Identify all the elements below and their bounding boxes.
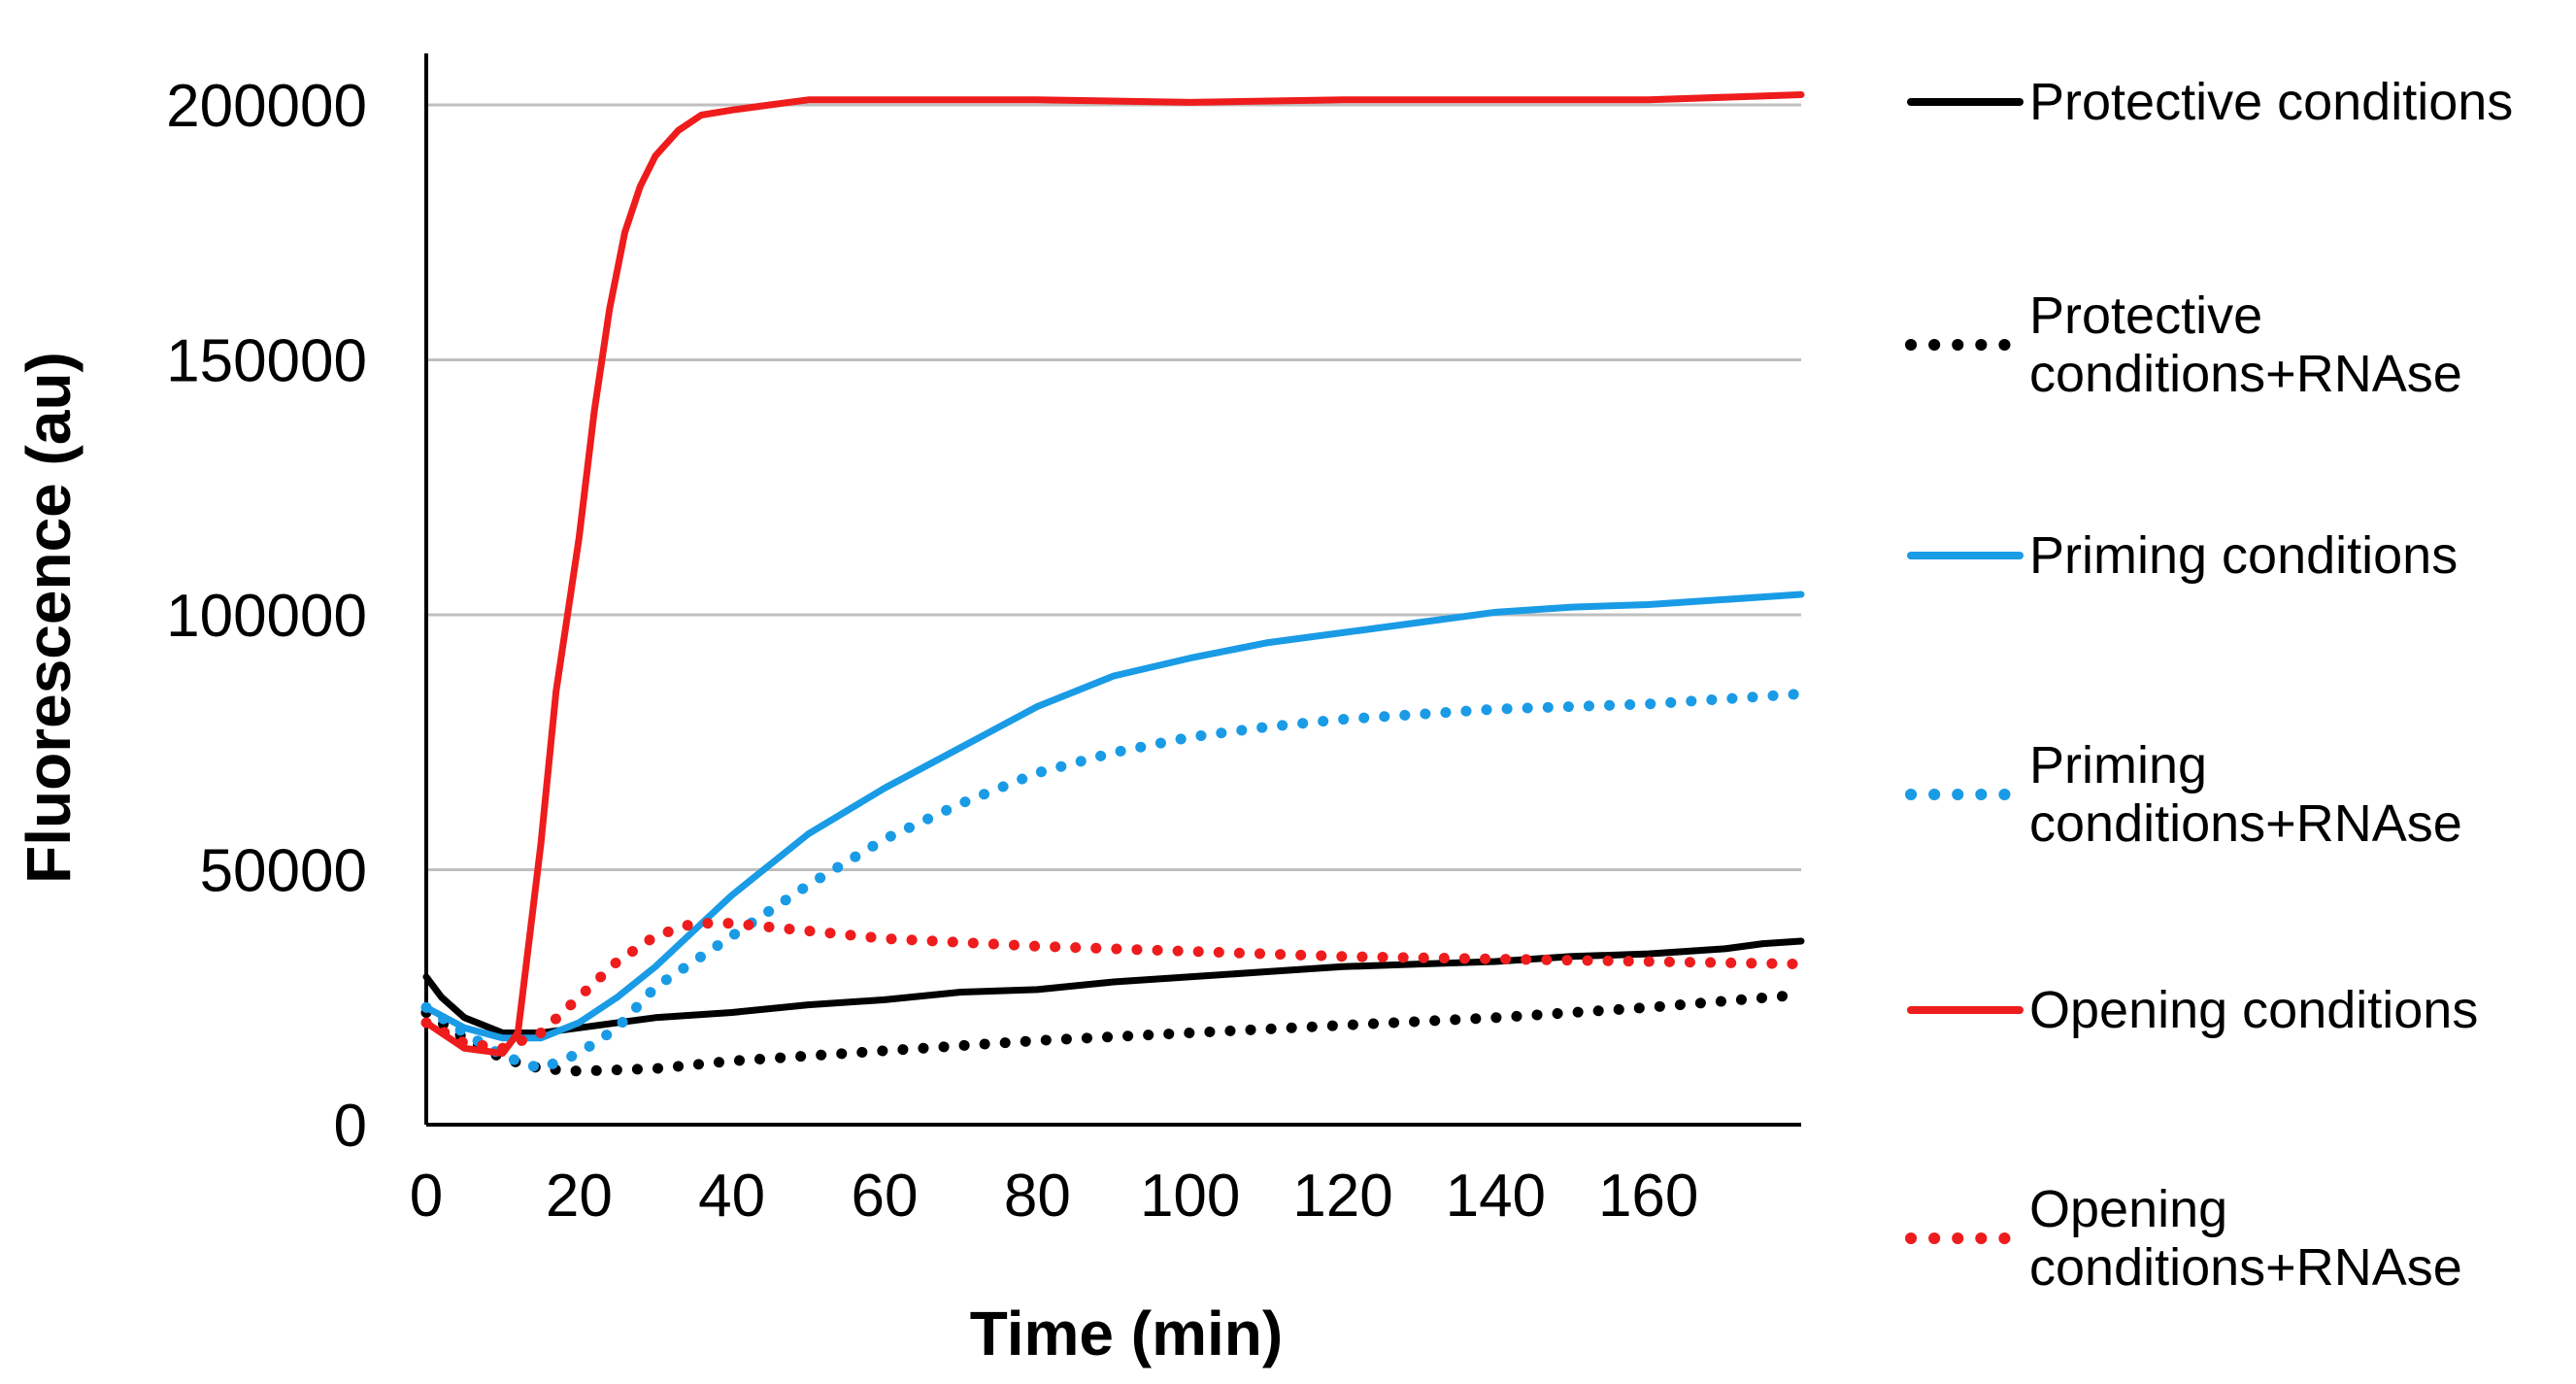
x-tick-label: 0 [410, 1163, 443, 1230]
gridlines [426, 103, 1801, 871]
legend-label: conditions+RNAse [2029, 1238, 2462, 1297]
x-tick-label: 40 [698, 1163, 765, 1230]
x-tick-label: 100 [1140, 1163, 1240, 1230]
x-tick-label: 140 [1446, 1163, 1546, 1230]
x-tick-label: 160 [1598, 1163, 1698, 1230]
legend-label: conditions+RNAse [2029, 345, 2462, 403]
y-tick-label: 200000 [166, 73, 367, 140]
legend: Protective conditionsProtectivecondition… [1905, 73, 2513, 1297]
y-tick-labels: 0 50000 100000 150000 200000 [166, 73, 367, 1160]
y-tick-label: 100000 [166, 583, 367, 650]
y-tick-label: 150000 [166, 328, 367, 395]
legend-item: Opening conditions [1907, 981, 2478, 1039]
legend-item: Protective conditions [1907, 73, 2513, 131]
legend-label: Protective conditions [2029, 73, 2513, 131]
axes [424, 53, 1801, 1127]
y-tick-label: 0 [334, 1093, 367, 1160]
series-line [422, 937, 1805, 1036]
legend-label: conditions+RNAse [2029, 794, 2462, 853]
series-lines [420, 91, 1807, 1077]
x-tick-label: 20 [546, 1163, 613, 1230]
x-tick-label: 120 [1292, 1163, 1392, 1230]
legend-label: Protective [2029, 287, 2262, 345]
x-tick-label: 80 [1004, 1163, 1071, 1230]
legend-label: Priming [2029, 736, 2207, 794]
legend-label: Opening [2029, 1180, 2227, 1238]
y-tick-label: 50000 [200, 838, 367, 905]
series-line [422, 91, 1805, 1057]
legend-item: Priming conditions [1907, 526, 2458, 585]
series-line [422, 591, 1805, 1042]
legend-label: Opening conditions [2029, 981, 2478, 1039]
series-line [420, 688, 1807, 1074]
x-tick-label: 60 [852, 1163, 919, 1230]
x-tick-labels: 0 20 40 60 80 100 120 140 160 [410, 1163, 1699, 1230]
x-axis-title: Time (min) [970, 1299, 1283, 1368]
series-line [420, 918, 1807, 1054]
legend-label: Priming conditions [2029, 526, 2458, 585]
y-axis-title: Fluorescence (au) [14, 352, 84, 884]
